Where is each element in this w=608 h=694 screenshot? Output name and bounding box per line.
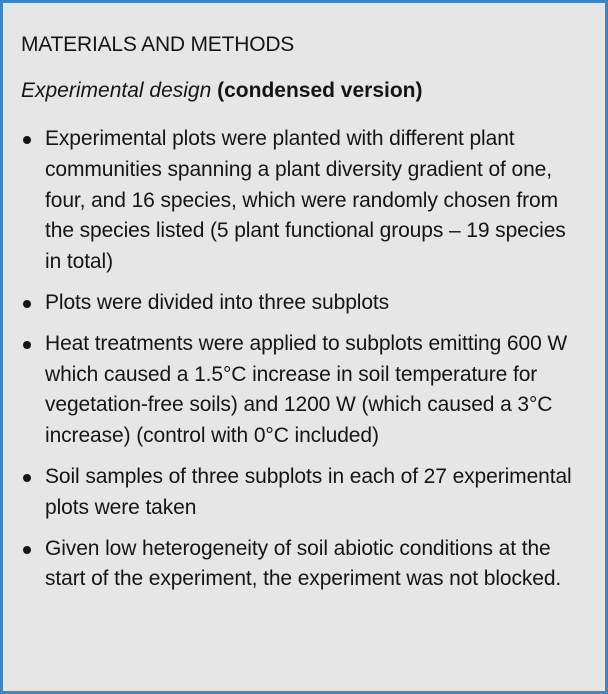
- list-item: Soil samples of three subplots in each o…: [21, 462, 587, 524]
- subheading-bold: (condensed version): [217, 79, 423, 102]
- list-item-text: Given low heterogeneity of soil abiotic …: [45, 536, 562, 591]
- bullet-icon: [23, 340, 31, 349]
- list-item: Heat treatments were applied to subplots…: [21, 329, 587, 452]
- bullet-icon: [23, 473, 31, 482]
- section-heading: MATERIALS AND METHODS: [21, 33, 295, 56]
- subsection-heading: Experimental design (condensed version): [21, 78, 587, 104]
- list-item-text: Soil samples of three subplots in each o…: [45, 464, 572, 519]
- list-item: Given low heterogeneity of soil abiotic …: [21, 534, 587, 596]
- list-item-text: Heat treatments were applied to subplots…: [45, 331, 568, 448]
- list-item: Experimental plots were planted with dif…: [21, 124, 587, 278]
- bullet-icon: [23, 299, 31, 308]
- bullet-icon: [23, 545, 31, 554]
- bullet-list: Experimental plots were planted with dif…: [21, 124, 587, 595]
- list-item-text: Plots were divided into three subplots: [45, 290, 390, 314]
- list-item: Plots were divided into three subplots: [21, 288, 587, 319]
- subheading-italic: Experimental design: [21, 79, 212, 102]
- list-item-text: Experimental plots were planted with dif…: [45, 127, 566, 274]
- bullet-icon: [23, 136, 31, 144]
